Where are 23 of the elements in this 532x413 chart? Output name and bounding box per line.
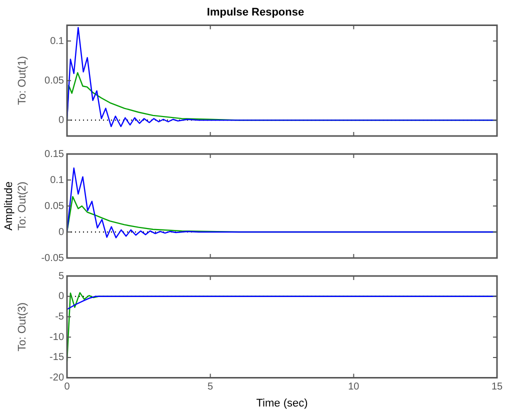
x-tick-label: 5	[208, 382, 214, 393]
y-tick-label: -20	[50, 372, 64, 384]
y-tick-label: 0.1	[50, 174, 64, 186]
y-tick-label: 0.05	[44, 200, 64, 212]
x-tick-label: 10	[348, 382, 360, 393]
y-axis-title: To: Out(3)	[16, 302, 29, 352]
y-tick-label: 0	[58, 226, 64, 238]
y-axis-title: To: Out(2)	[16, 182, 29, 230]
y-tick-label: -15	[50, 352, 64, 364]
y-tick-label: 0.05	[44, 75, 64, 86]
x-axis-title: Time (sec)	[256, 397, 308, 410]
x-tick-label: 15	[491, 382, 503, 393]
y-tick-label: 5	[58, 270, 64, 282]
y-tick-label: -5	[55, 311, 64, 322]
chart-title: Impulse Response	[206, 6, 304, 19]
text: Amplitude	[3, 182, 16, 230]
y-tick-label: 0.1	[50, 36, 64, 47]
y-tick-label: -10	[50, 332, 64, 343]
y-tick-label: -0.05	[41, 252, 64, 264]
y-axis-title: To: Out(1)	[16, 56, 29, 106]
y-tick-label: 0	[58, 291, 64, 302]
y-tick-label: 0	[58, 114, 64, 126]
y-tick-label: 0.15	[44, 148, 64, 160]
